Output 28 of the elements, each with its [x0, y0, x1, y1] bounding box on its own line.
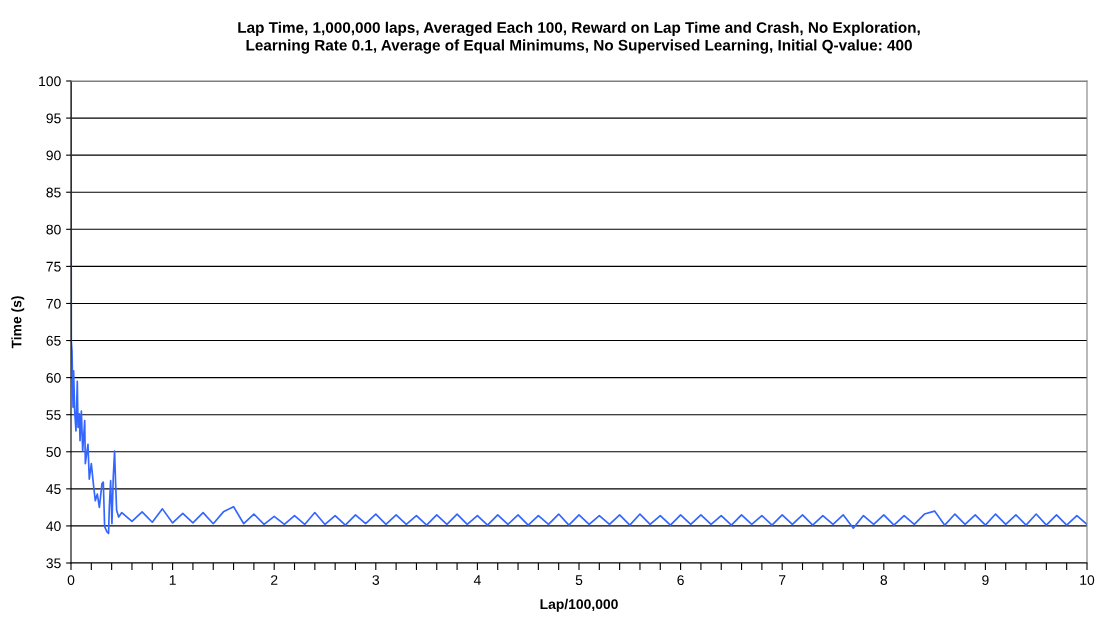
y-tick-label: 60 [46, 372, 61, 383]
y-tick-label: 90 [46, 150, 61, 161]
x-tick-label: 3 [372, 575, 380, 586]
y-tick-label: 40 [46, 521, 61, 532]
x-axis-title: Lap/100,000 [540, 598, 618, 612]
x-tick-label: 6 [677, 575, 684, 586]
x-tick-label: 4 [473, 575, 481, 585]
x-tick-label: 8 [880, 575, 888, 586]
y-tick-label: 85 [46, 187, 61, 198]
y-axis-title: Time (s) [11, 296, 25, 349]
y-tick-label: 80 [46, 224, 61, 235]
y-tick-label: 95 [46, 113, 61, 124]
x-tick-label: 1 [169, 575, 176, 585]
x-tick-label: 7 [779, 575, 786, 585]
x-tick-label: 0 [67, 575, 75, 586]
x-tick-label: 9 [982, 575, 989, 586]
y-tick-label: 35 [46, 558, 61, 569]
y-tick-label: 45 [46, 484, 61, 495]
y-tick-label: 70 [46, 298, 61, 309]
chart-title: Lap Time, 1,000,000 laps, Averaged Each 100, Reward on Lap Time and Crash, No Exploration, Learning Rate 0.1, Average of Equal Minimums, No Supervised Learning, Initial Q-value: 400 [238, 21, 920, 54]
x-tick-label: 2 [271, 575, 278, 585]
x-tick-label: 10 [1080, 575, 1095, 586]
y-tick-label: 100 [39, 76, 61, 87]
y-tick-label: 65 [46, 335, 61, 346]
y-tick-label: 75 [46, 261, 61, 272]
y-tick-label: 50 [46, 447, 61, 457]
y-tick-label: 55 [46, 410, 61, 420]
x-tick-label: 5 [575, 575, 583, 586]
